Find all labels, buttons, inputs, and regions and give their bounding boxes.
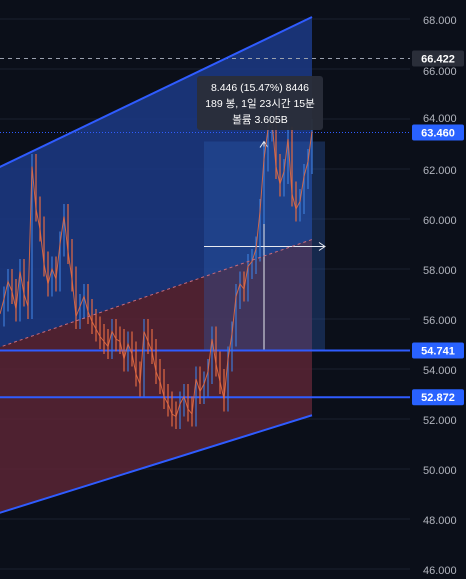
y-tick-label: 48.000 — [423, 515, 457, 527]
measure-arrowhead-up — [259, 140, 269, 148]
price-tag-label: 54.741 — [421, 345, 455, 357]
price-tag — [412, 389, 464, 406]
price-tag — [412, 50, 464, 67]
y-tick-label: 68.000 — [423, 15, 457, 27]
measure-region — [204, 140, 326, 352]
measure-tooltip: 8.446 (15.47%) 8446 189 봉, 1일 23시간 15분 볼… — [197, 76, 323, 130]
price-tag-label: 63.460 — [421, 128, 455, 140]
tooltip-line-2: 189 봉, 1일 23시간 15분 — [205, 97, 315, 110]
y-tick-label: 60.000 — [423, 215, 457, 227]
horizontal-levels — [0, 57, 410, 399]
price-tag-label: 52.872 — [421, 392, 455, 404]
channel-lines[interactable] — [0, 16, 313, 519]
y-tick-label: 50.000 — [423, 465, 457, 477]
y-tick-label: 56.000 — [423, 315, 457, 327]
tooltip-box — [197, 76, 323, 130]
tooltip-line-1: 8.446 (15.47%) 8446 — [211, 82, 309, 94]
y-tick-label: 46.000 — [423, 565, 457, 574]
channel-lower-line[interactable] — [0, 414, 313, 519]
channel-upper-line[interactable] — [0, 16, 313, 177]
price-tags: 66.422 63.460 54.741 52.872 — [412, 50, 464, 406]
y-tick-label: 58.000 — [423, 265, 457, 277]
series-line — [0, 119, 313, 418]
measure-arrowhead-right — [318, 242, 326, 251]
y-tick-label: 62.000 — [423, 165, 457, 177]
price-tag-label: 66.422 — [421, 53, 455, 65]
y-tick-label: 52.000 — [423, 415, 457, 427]
tooltip-line-3: 볼륨 3.605B — [232, 114, 288, 126]
y-tick-label: 64.000 — [423, 113, 457, 125]
y-tick-label: 66.000 — [423, 66, 457, 78]
price-tag — [412, 342, 464, 359]
y-tick-label: 54.000 — [423, 365, 457, 377]
channel-mid-line[interactable] — [0, 239, 313, 355]
price-tag — [412, 124, 464, 141]
